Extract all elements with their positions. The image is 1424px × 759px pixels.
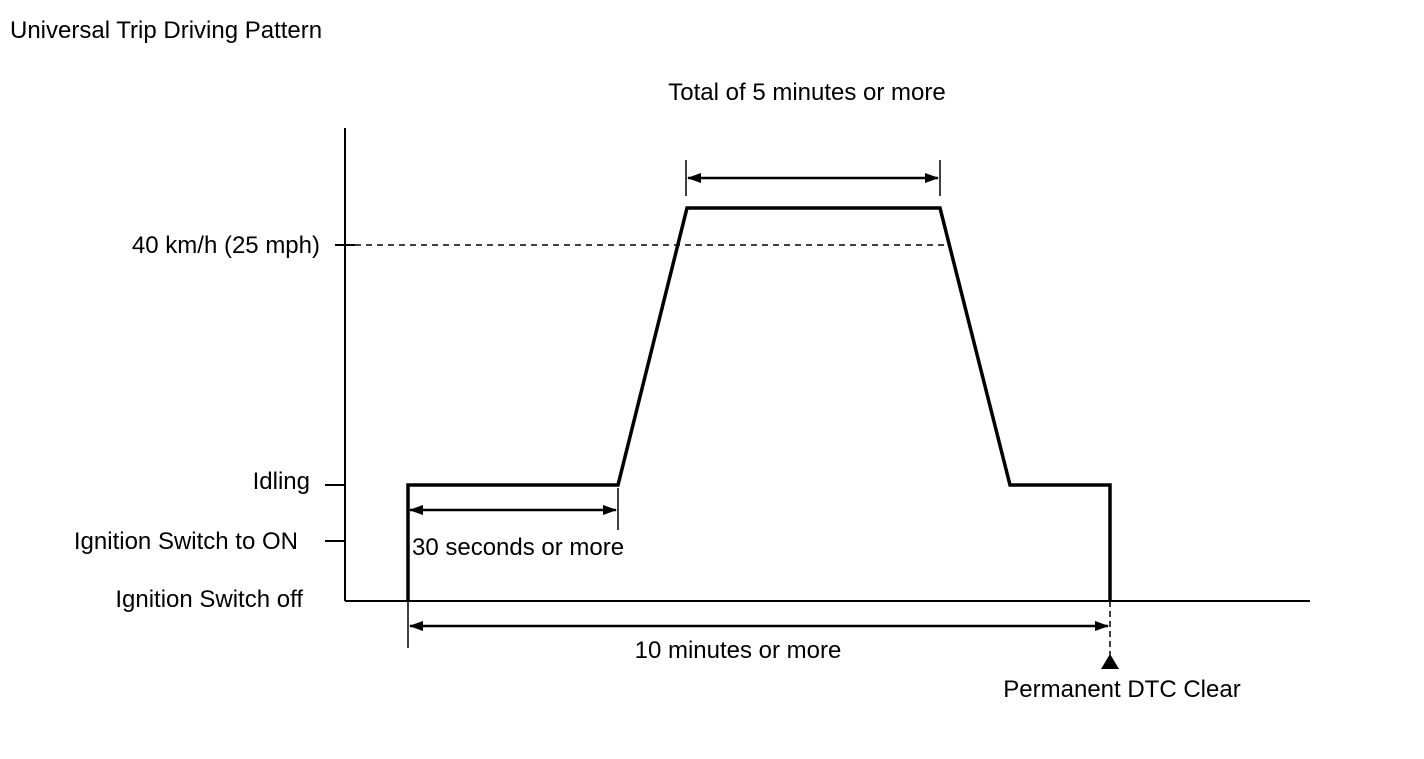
total-time-label: Total of 5 minutes or more	[668, 79, 945, 106]
idling-level-label: Idling	[253, 468, 310, 495]
overall-time-label: 10 minutes or more	[635, 637, 842, 664]
speed-level-label: 40 km/h (25 mph)	[132, 232, 320, 259]
ignition-off-level-label: Ignition Switch off	[115, 586, 303, 613]
ignition-on-level-label: Ignition Switch to ON	[74, 528, 298, 555]
idle-time-label: 30 seconds or more	[412, 534, 624, 561]
clear-event-label: Permanent DTC Clear	[1003, 676, 1240, 703]
clear-event-triangle-icon	[1101, 654, 1119, 669]
driving-pattern-trace	[406, 206, 1112, 601]
diagram-title: Universal Trip Driving Pattern	[10, 17, 322, 44]
